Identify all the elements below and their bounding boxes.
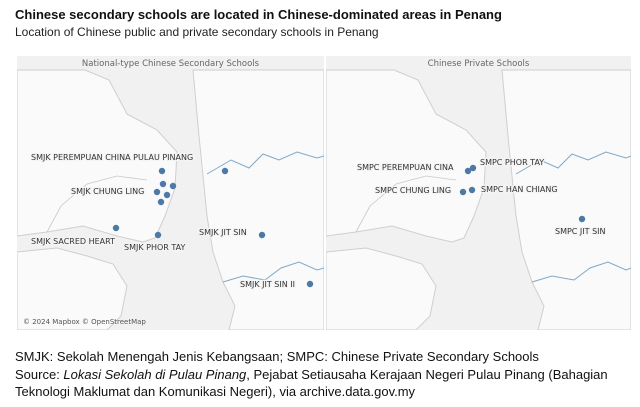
map-credit[interactable]: © 2024 Mapbox © OpenStreetMap xyxy=(23,318,146,326)
label-smjk-chung-ling: SMJK CHUNG LING xyxy=(71,187,144,196)
river-line xyxy=(206,151,324,175)
penang-island-land xyxy=(17,69,178,243)
penang-island-land-r xyxy=(326,69,487,243)
marker-smjk-jit-sin-ii xyxy=(306,280,314,288)
panel-title-national-type: National-type Chinese Secondary Schools xyxy=(81,59,260,69)
source-prefix: Source: xyxy=(15,367,64,382)
footnote: SMJK: Sekolah Menengah Jenis Kebangsaan;… xyxy=(15,349,539,364)
marker-smjk-cluster-1 xyxy=(159,180,167,188)
marker-smjk-jit-sin xyxy=(258,231,266,239)
marker-smjk-chung-ling xyxy=(153,188,161,196)
label-smjk-sacred-heart: SMJK SACRED HEART xyxy=(31,237,115,246)
river-line-2-r xyxy=(531,261,631,283)
marker-smjk-phor-tay xyxy=(154,231,162,239)
source-doc-title: Lokasi Sekolah di Pulau Pinang xyxy=(63,367,247,382)
penang-island-south-r xyxy=(326,247,437,330)
mainland-land-r xyxy=(501,69,631,330)
school-markers xyxy=(112,167,314,288)
marker-smjk-cluster-2 xyxy=(169,182,177,190)
chart-subtitle: Location of Chinese public and private s… xyxy=(15,25,379,39)
private-school-markers xyxy=(459,164,586,223)
mainland-land xyxy=(192,69,324,330)
label-smpc-han-chiang: SMPC HAN CHIANG xyxy=(481,185,558,194)
label-smjk-jit-sin: SMJK JIT SIN xyxy=(199,228,247,237)
penang-map-right: SMPC PEREMPUAN CINA SMPC PHOR TAY SMPC C… xyxy=(326,69,631,330)
marker-smpc-jit-sin xyxy=(578,215,586,223)
marker-smjk-cluster-4 xyxy=(157,198,165,206)
marker-smpc-han-chiang xyxy=(468,186,476,194)
river-line-2 xyxy=(222,261,324,283)
marker-smjk-cluster-3 xyxy=(163,191,171,199)
penang-map-left: SMJK PEREMPUAN CHINA PULAU PINANG SMJK C… xyxy=(17,69,324,330)
map-panel-national-type[interactable]: SMJK PEREMPUAN CHINA PULAU PINANG SMJK C… xyxy=(17,56,324,330)
marker-smpc-phor-tay xyxy=(469,164,477,172)
label-smjk-jit-sin-ii: SMJK JIT SIN II xyxy=(240,280,295,289)
river-line-r xyxy=(515,151,631,175)
source-note: Source: Lokasi Sekolah di Pulau Pinang, … xyxy=(15,366,630,400)
marker-smpc-chung-ling xyxy=(459,188,467,196)
label-smpc-chung-ling: SMPC CHUNG LING xyxy=(375,186,451,195)
marker-smpc-perempuan xyxy=(464,167,472,175)
label-smpc-jit-sin: SMPC JIT SIN xyxy=(555,227,606,236)
label-smjk-perempuan: SMJK PEREMPUAN CHINA PULAU PINANG xyxy=(31,153,193,162)
panel-title-private: Chinese Private Schools xyxy=(427,59,530,69)
label-smpc-phor-tay: SMPC PHOR TAY xyxy=(480,158,544,167)
boundary-line-r xyxy=(355,175,457,233)
map-panel-private[interactable]: SMPC PEREMPUAN CINA SMPC PHOR TAY SMPC C… xyxy=(326,56,631,330)
source-rest: , Pejabat Setiausaha Kerajaan Negeri Pul… xyxy=(15,367,608,399)
chart-title: Chinese secondary schools are located in… xyxy=(15,7,502,22)
label-smpc-perempuan: SMPC PEREMPUAN CINA xyxy=(357,163,454,172)
penang-island-south xyxy=(17,247,128,330)
marker-smjk-north-mainland xyxy=(221,167,229,175)
marker-smjk-sacred-heart xyxy=(112,224,120,232)
boundary-line xyxy=(46,175,148,233)
marker-smjk-perempuan xyxy=(158,167,166,175)
label-smjk-phor-tay: SMJK PHOR TAY xyxy=(124,243,185,252)
